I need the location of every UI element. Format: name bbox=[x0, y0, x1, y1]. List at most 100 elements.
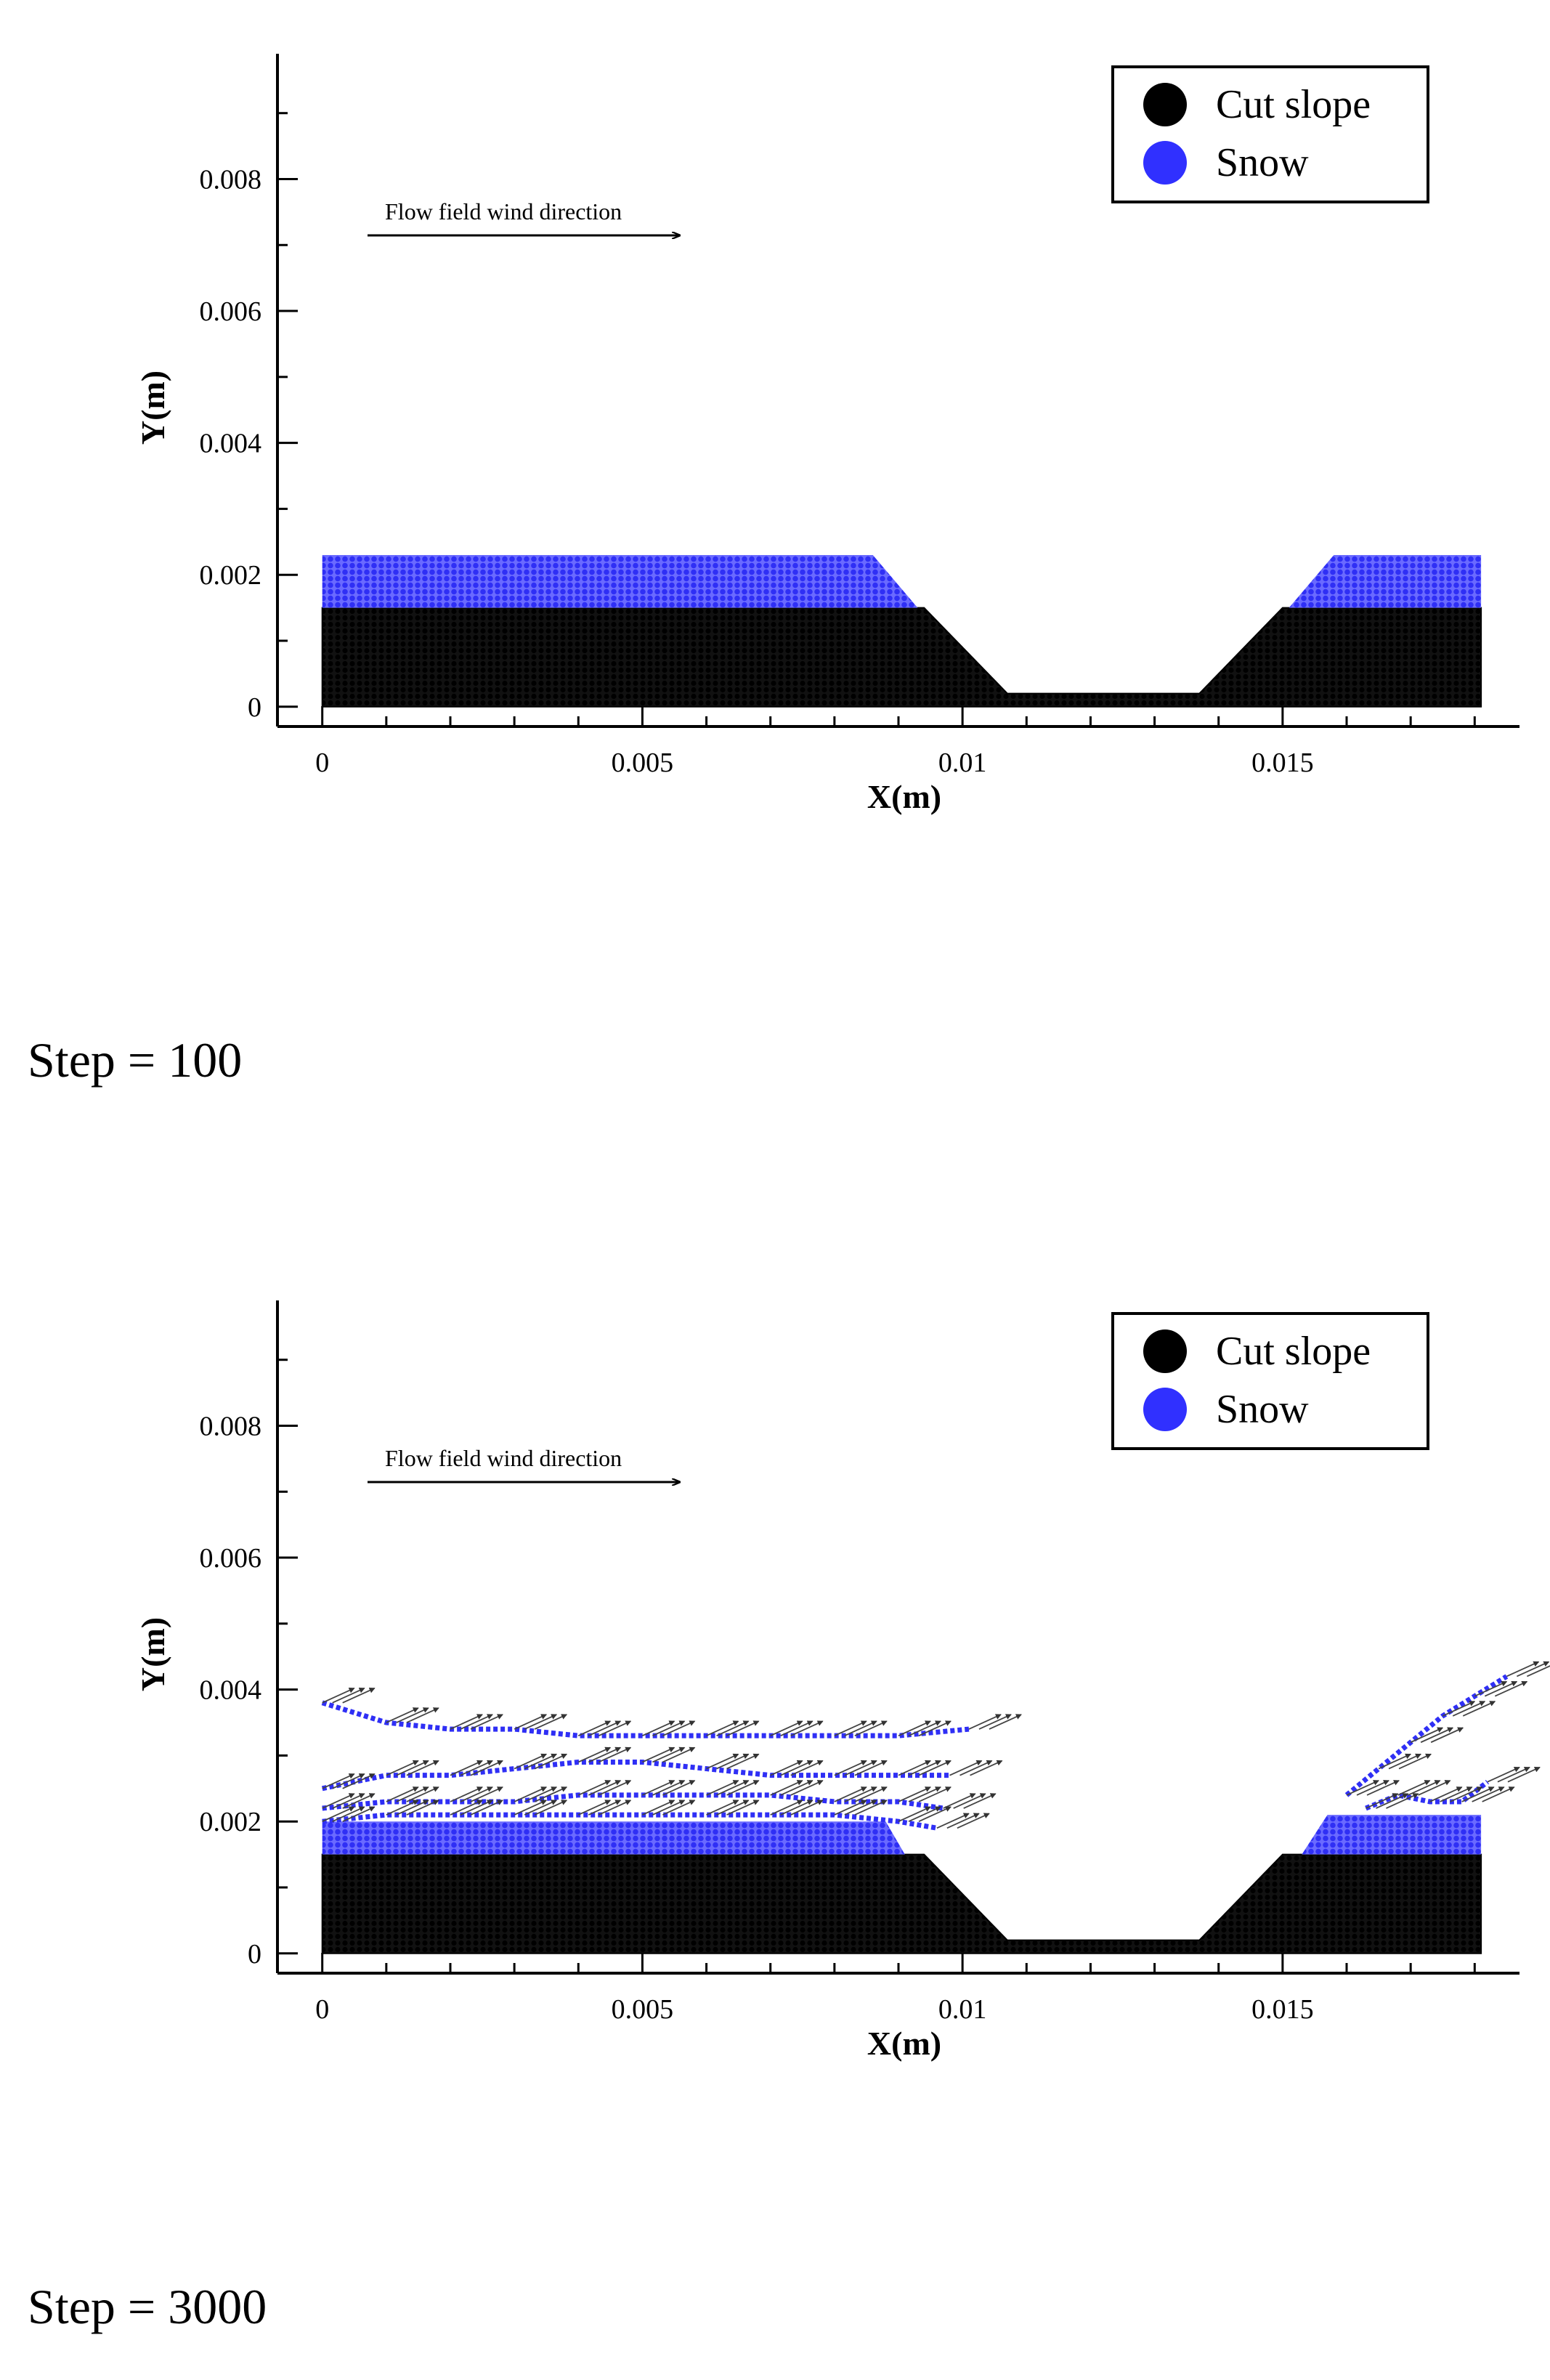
velocity-vector bbox=[706, 1800, 739, 1816]
snow-particles bbox=[1289, 554, 1482, 608]
velocity-vector bbox=[322, 1793, 355, 1809]
velocity-vector bbox=[918, 1786, 951, 1802]
velocity-vector bbox=[898, 1760, 931, 1776]
velocity-vector bbox=[1452, 1701, 1486, 1717]
cut-slope-particles bbox=[321, 1853, 1482, 1954]
velocity-vector bbox=[716, 1780, 750, 1796]
y-tick-label: 0.008 bbox=[200, 1411, 262, 1441]
velocity-vector bbox=[406, 1786, 439, 1802]
wind-direction-label: Flow field wind direction bbox=[385, 1445, 622, 1471]
y-axis-title: Y(m) bbox=[134, 1617, 171, 1691]
legend-marker bbox=[1143, 83, 1187, 126]
velocity-vector bbox=[534, 1786, 568, 1802]
velocity-vector bbox=[1442, 1701, 1476, 1717]
y-tick-label: 0 bbox=[248, 1939, 261, 1970]
velocity-vector bbox=[1356, 1780, 1389, 1796]
velocity-vector bbox=[534, 1714, 568, 1730]
y-tick-label: 0.004 bbox=[200, 1675, 262, 1706]
velocity-vector bbox=[1526, 1665, 1550, 1677]
velocity-vector bbox=[450, 1786, 483, 1802]
velocity-vector bbox=[970, 1760, 1003, 1776]
legend-label: Cut slope bbox=[1216, 1329, 1371, 1374]
velocity-vector bbox=[322, 1687, 355, 1704]
velocity-vector bbox=[662, 1746, 696, 1763]
velocity-vector bbox=[1386, 1793, 1419, 1809]
velocity-vector bbox=[790, 1780, 824, 1796]
velocity-vector bbox=[1408, 1780, 1441, 1796]
velocity-vector bbox=[470, 1786, 503, 1802]
velocity-vector bbox=[1398, 1753, 1432, 1770]
velocity-vector bbox=[396, 1800, 429, 1816]
velocity-vector bbox=[834, 1760, 867, 1776]
velocity-vector bbox=[854, 1786, 888, 1802]
velocity-vector bbox=[332, 1806, 365, 1823]
snow-streak-particles bbox=[1344, 1674, 1509, 1797]
velocity-vector bbox=[642, 1800, 675, 1816]
step-label: Step = 100 bbox=[28, 1032, 243, 1088]
velocity-vector bbox=[834, 1720, 867, 1736]
x-tick-label: 0.015 bbox=[1251, 748, 1314, 778]
velocity-vector bbox=[918, 1806, 951, 1823]
x-tick-label: 0.005 bbox=[612, 748, 674, 778]
velocity-vector bbox=[844, 1760, 877, 1776]
snow-particles bbox=[322, 1821, 905, 1855]
velocity-vector bbox=[460, 1786, 493, 1802]
velocity-vector bbox=[598, 1720, 632, 1736]
velocity-vector bbox=[706, 1753, 739, 1770]
velocity-vector bbox=[450, 1714, 483, 1730]
velocity-vector bbox=[936, 1813, 970, 1829]
velocity-vector bbox=[534, 1753, 568, 1770]
velocity-vector bbox=[1420, 1727, 1454, 1744]
x-axis-title: X(m) bbox=[867, 2025, 941, 2062]
legend-label: Snow bbox=[1216, 1387, 1309, 1432]
velocity-vector bbox=[406, 1707, 439, 1723]
velocity-vector bbox=[386, 1786, 419, 1802]
legend-label: Snow bbox=[1216, 140, 1309, 185]
x-tick-label: 0 bbox=[315, 748, 329, 778]
velocity-vector bbox=[514, 1753, 548, 1770]
velocity-vector bbox=[770, 1720, 803, 1736]
velocity-vector bbox=[652, 1800, 686, 1816]
velocity-vector bbox=[642, 1720, 675, 1736]
velocity-vector bbox=[1506, 1661, 1540, 1677]
velocity-vector bbox=[460, 1800, 493, 1816]
legend-marker bbox=[1143, 1329, 1187, 1373]
velocity-vector bbox=[1472, 1786, 1505, 1802]
velocity-vector bbox=[322, 1773, 355, 1789]
velocity-vector bbox=[1462, 1701, 1496, 1717]
velocity-vector bbox=[726, 1800, 760, 1816]
velocity-vector bbox=[770, 1760, 803, 1776]
y-tick-label: 0.002 bbox=[200, 1807, 262, 1837]
legend-marker bbox=[1143, 1388, 1187, 1431]
velocity-vector bbox=[524, 1786, 558, 1802]
x-tick-label: 0 bbox=[315, 1994, 329, 2025]
velocity-vector bbox=[770, 1780, 803, 1796]
velocity-vector bbox=[949, 1760, 983, 1776]
velocity-vector bbox=[588, 1780, 622, 1796]
velocity-vector bbox=[908, 1786, 941, 1802]
velocity-vector bbox=[588, 1800, 622, 1816]
velocity-vector bbox=[1346, 1780, 1379, 1796]
velocity-vector bbox=[1482, 1786, 1515, 1802]
velocity-vector bbox=[854, 1720, 888, 1736]
velocity-vector bbox=[322, 1806, 355, 1823]
velocity-vector bbox=[1450, 1786, 1483, 1802]
velocity-vector bbox=[1516, 1661, 1550, 1677]
velocity-vector bbox=[396, 1786, 429, 1802]
velocity-vector bbox=[514, 1714, 548, 1730]
velocity-vector bbox=[978, 1714, 1012, 1730]
velocity-vector bbox=[524, 1800, 558, 1816]
velocity-vector bbox=[662, 1780, 696, 1796]
velocity-vector bbox=[898, 1806, 931, 1823]
velocity-vector bbox=[790, 1800, 824, 1816]
y-tick-label: 0.006 bbox=[200, 1543, 262, 1574]
velocity-vector bbox=[790, 1720, 824, 1736]
velocity-vector bbox=[450, 1760, 483, 1776]
velocity-vector bbox=[386, 1707, 419, 1723]
chart-panel-step-100: 0 0.005 0.01 0.015 0 0.002 0.004 0.006 0.008 X(m)… bbox=[0, 0, 1550, 1133]
snow-streak-particles bbox=[321, 1759, 950, 1792]
velocity-vector bbox=[662, 1800, 696, 1816]
y-tick-label: 0.004 bbox=[200, 429, 262, 459]
velocity-vector bbox=[1440, 1786, 1473, 1802]
velocity-vector bbox=[460, 1714, 493, 1730]
